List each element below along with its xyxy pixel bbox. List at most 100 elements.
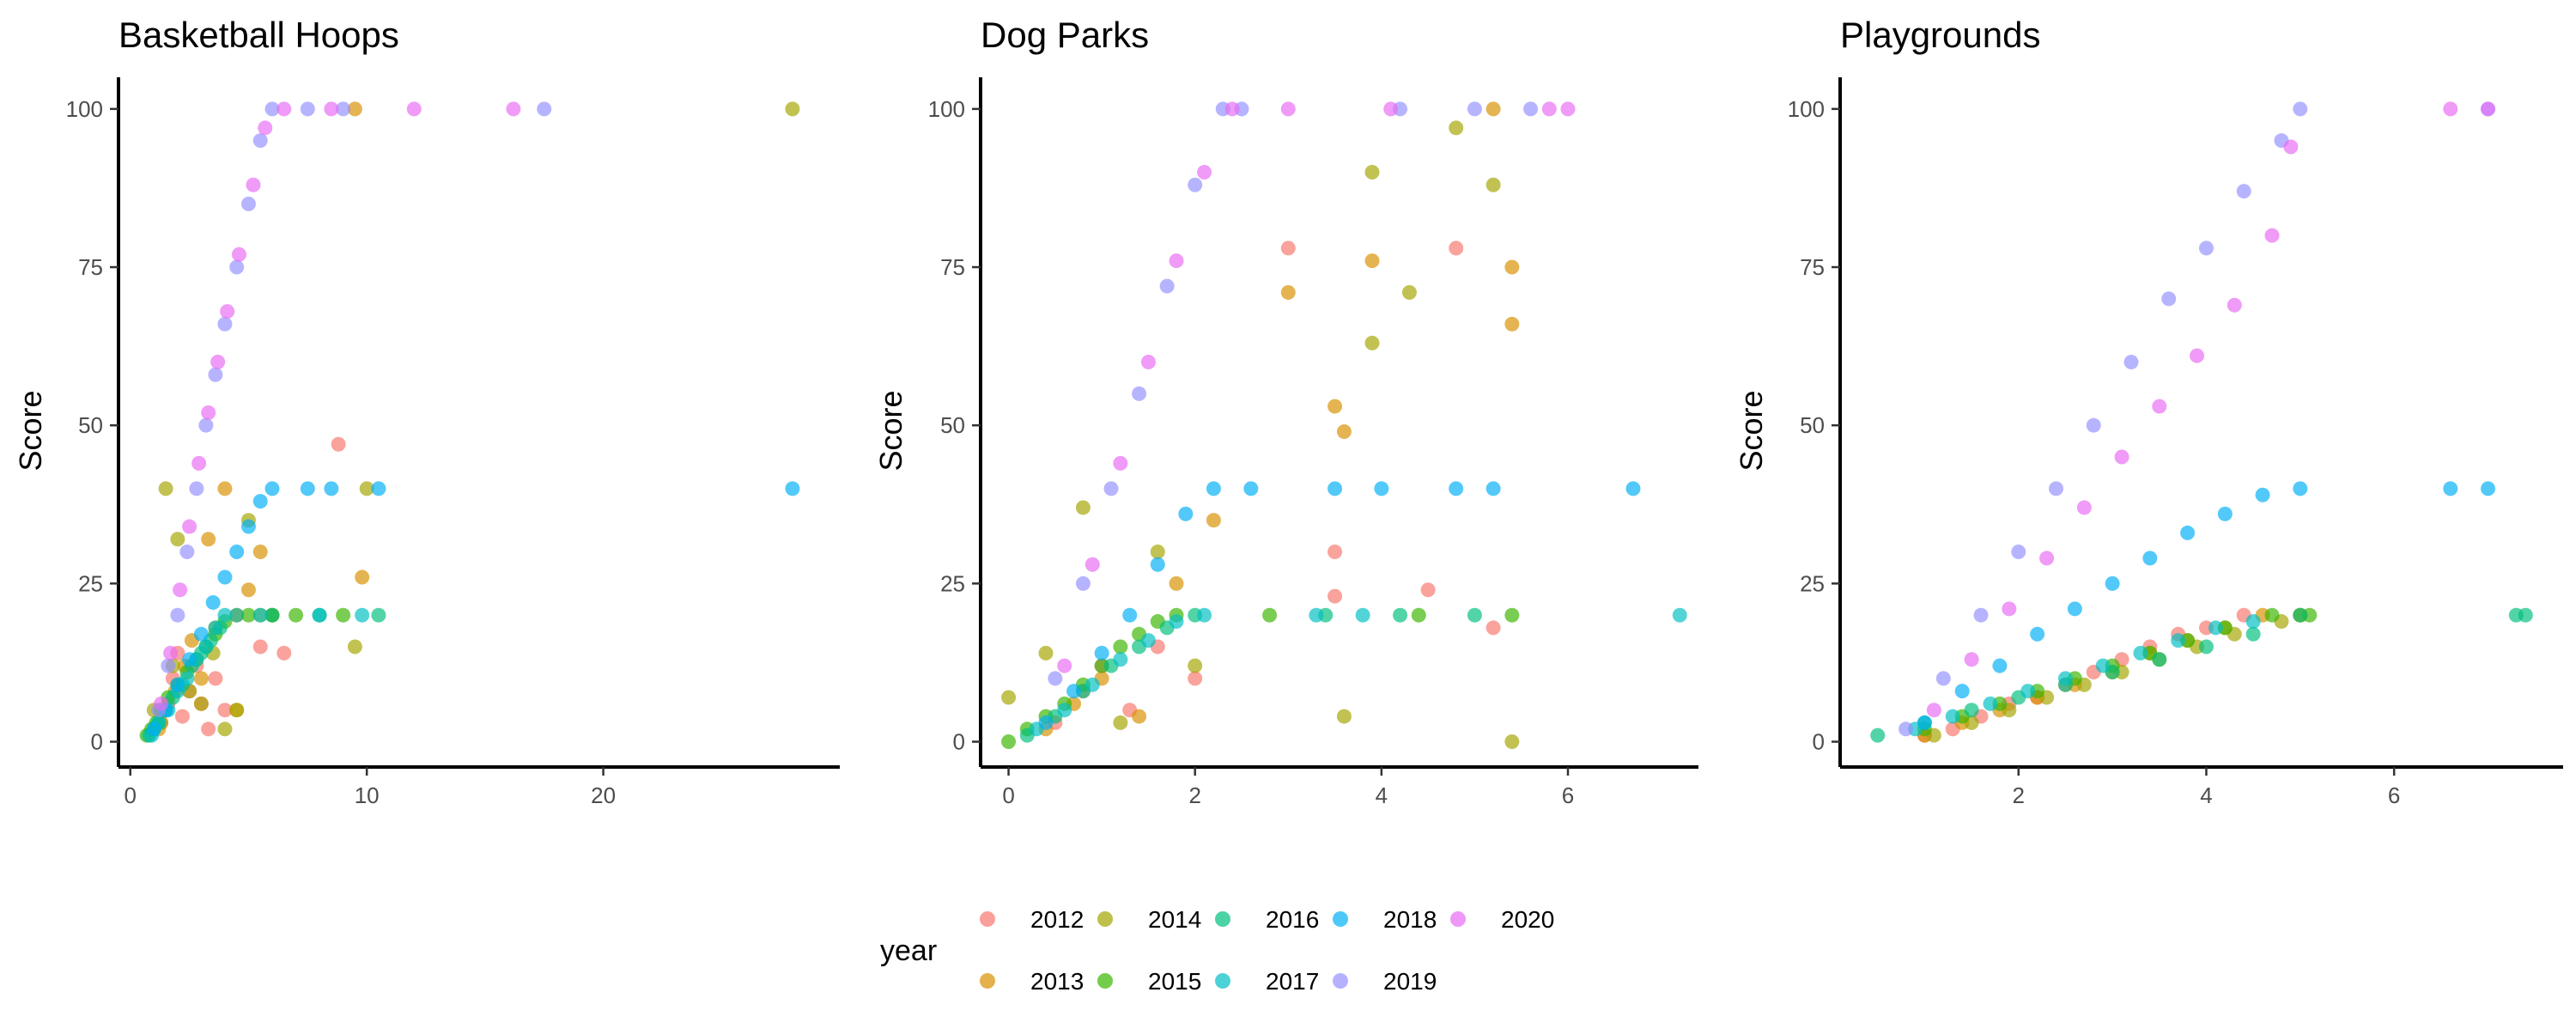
y-tick-label: 100 xyxy=(1788,96,1825,122)
data-point-2018 xyxy=(252,494,268,509)
panel-title: Dog Parks xyxy=(981,15,1149,55)
data-point-2018 xyxy=(240,519,256,534)
data-point-2020 xyxy=(2114,449,2129,465)
data-point-2019 xyxy=(161,658,176,673)
data-point-2020 xyxy=(1383,101,1399,117)
data-point-2014 xyxy=(785,101,800,117)
data-point-2020 xyxy=(2283,139,2299,155)
data-point-2018 xyxy=(2255,487,2270,502)
data-point-2018 xyxy=(193,626,209,642)
legend-key-2018 xyxy=(1333,911,1348,927)
data-point-2020 xyxy=(406,101,422,117)
data-point-2018 xyxy=(2142,551,2158,566)
data-point-2019 xyxy=(2293,101,2308,117)
legend-key-2012 xyxy=(980,911,995,927)
data-point-2017 xyxy=(312,607,327,623)
data-point-2017 xyxy=(355,607,370,623)
data-point-2013 xyxy=(355,569,370,585)
legend-label: 2015 xyxy=(1148,968,1201,995)
x-tick-label: 4 xyxy=(2200,782,2212,808)
x-tick-label: 2 xyxy=(1188,782,1200,808)
data-point-2018 xyxy=(1066,684,1082,699)
data-point-2018 xyxy=(1243,481,1259,496)
legend-key-2016 xyxy=(1215,911,1230,927)
y-tick-label: 100 xyxy=(928,96,965,122)
data-point-2020 xyxy=(1057,658,1072,673)
data-point-2013 xyxy=(1327,399,1343,414)
y-tick-label: 50 xyxy=(940,412,965,438)
data-point-2020 xyxy=(220,304,235,320)
data-point-2013 xyxy=(347,101,362,117)
data-point-2013 xyxy=(201,532,216,547)
data-point-2016 xyxy=(1964,703,1979,718)
data-point-2020 xyxy=(1140,355,1156,370)
legend-title: year xyxy=(880,935,937,967)
data-point-2019 xyxy=(1935,671,1951,686)
data-point-2017 xyxy=(252,607,268,623)
data-point-2012 xyxy=(1327,545,1343,560)
data-point-2012 xyxy=(276,645,292,661)
data-point-2015 xyxy=(240,607,256,623)
data-point-2017 xyxy=(1672,607,1687,623)
data-point-2014 xyxy=(1364,165,1380,180)
data-point-2020 xyxy=(231,247,246,262)
data-point-2020 xyxy=(1560,101,1576,117)
data-point-2012 xyxy=(1449,240,1464,256)
data-point-2017 xyxy=(1355,607,1370,623)
data-point-2014 xyxy=(217,721,233,737)
data-point-2020 xyxy=(191,455,207,471)
data-point-2018 xyxy=(170,677,185,692)
data-point-2020 xyxy=(1084,557,1100,572)
data-point-2015 xyxy=(1504,607,1520,623)
data-point-2019 xyxy=(1188,177,1203,192)
x-tick-label: 6 xyxy=(1562,782,1574,808)
data-point-2019 xyxy=(1523,101,1539,117)
data-point-2018 xyxy=(1449,481,1464,496)
panel-0: Basketball Hoops Score 0 25 50 75 100 0 10 20 xyxy=(13,15,840,808)
data-point-2015 xyxy=(1113,639,1128,654)
data-point-2017 xyxy=(2133,645,2148,661)
data-point-2012 xyxy=(1420,582,1436,598)
data-point-2013 xyxy=(1504,259,1520,275)
data-point-2019 xyxy=(2049,481,2064,496)
data-point-2020 xyxy=(1224,101,1240,117)
data-point-2014 xyxy=(1038,645,1054,661)
data-point-2019 xyxy=(1075,575,1091,591)
data-point-2018 xyxy=(229,545,245,560)
data-point-2018 xyxy=(1206,481,1221,496)
data-point-2014 xyxy=(1336,709,1352,724)
data-point-2019 xyxy=(2236,184,2251,199)
data-point-2017 xyxy=(1057,703,1072,718)
data-point-2018 xyxy=(324,481,339,496)
data-point-2015 xyxy=(289,607,304,623)
data-point-2016 xyxy=(264,607,280,623)
data-point-2016 xyxy=(1870,728,1886,743)
legend-label: 2016 xyxy=(1266,906,1319,933)
data-point-2017 xyxy=(1140,633,1156,648)
data-point-2019 xyxy=(179,545,195,560)
y-axis-title: Score xyxy=(13,390,48,471)
data-point-2013 xyxy=(240,582,256,598)
data-point-2018 xyxy=(264,481,280,496)
data-point-2020 xyxy=(2076,500,2092,515)
data-point-2015 xyxy=(336,607,351,623)
data-point-2020 xyxy=(276,101,292,117)
data-point-2020 xyxy=(173,582,188,598)
legend-key-2015 xyxy=(1097,973,1113,989)
y-tick-label: 0 xyxy=(1813,729,1825,755)
data-point-2019 xyxy=(217,316,233,332)
data-point-2018 xyxy=(1150,557,1165,572)
x-tick-label: 20 xyxy=(591,782,616,808)
x-tick-label: 0 xyxy=(125,782,137,808)
data-point-2019 xyxy=(189,481,204,496)
data-point-2012 xyxy=(201,721,216,737)
data-point-2019 xyxy=(1132,386,1147,401)
data-point-2016 xyxy=(1393,607,1408,623)
data-point-2012 xyxy=(217,703,233,718)
data-point-2018 xyxy=(205,594,221,610)
legend-label: 2020 xyxy=(1501,906,1554,933)
x-tick-label: 4 xyxy=(1376,782,1388,808)
panel-title: Basketball Hoops xyxy=(118,15,399,55)
data-point-2016 xyxy=(371,607,386,623)
legend-label: 2018 xyxy=(1383,906,1437,933)
